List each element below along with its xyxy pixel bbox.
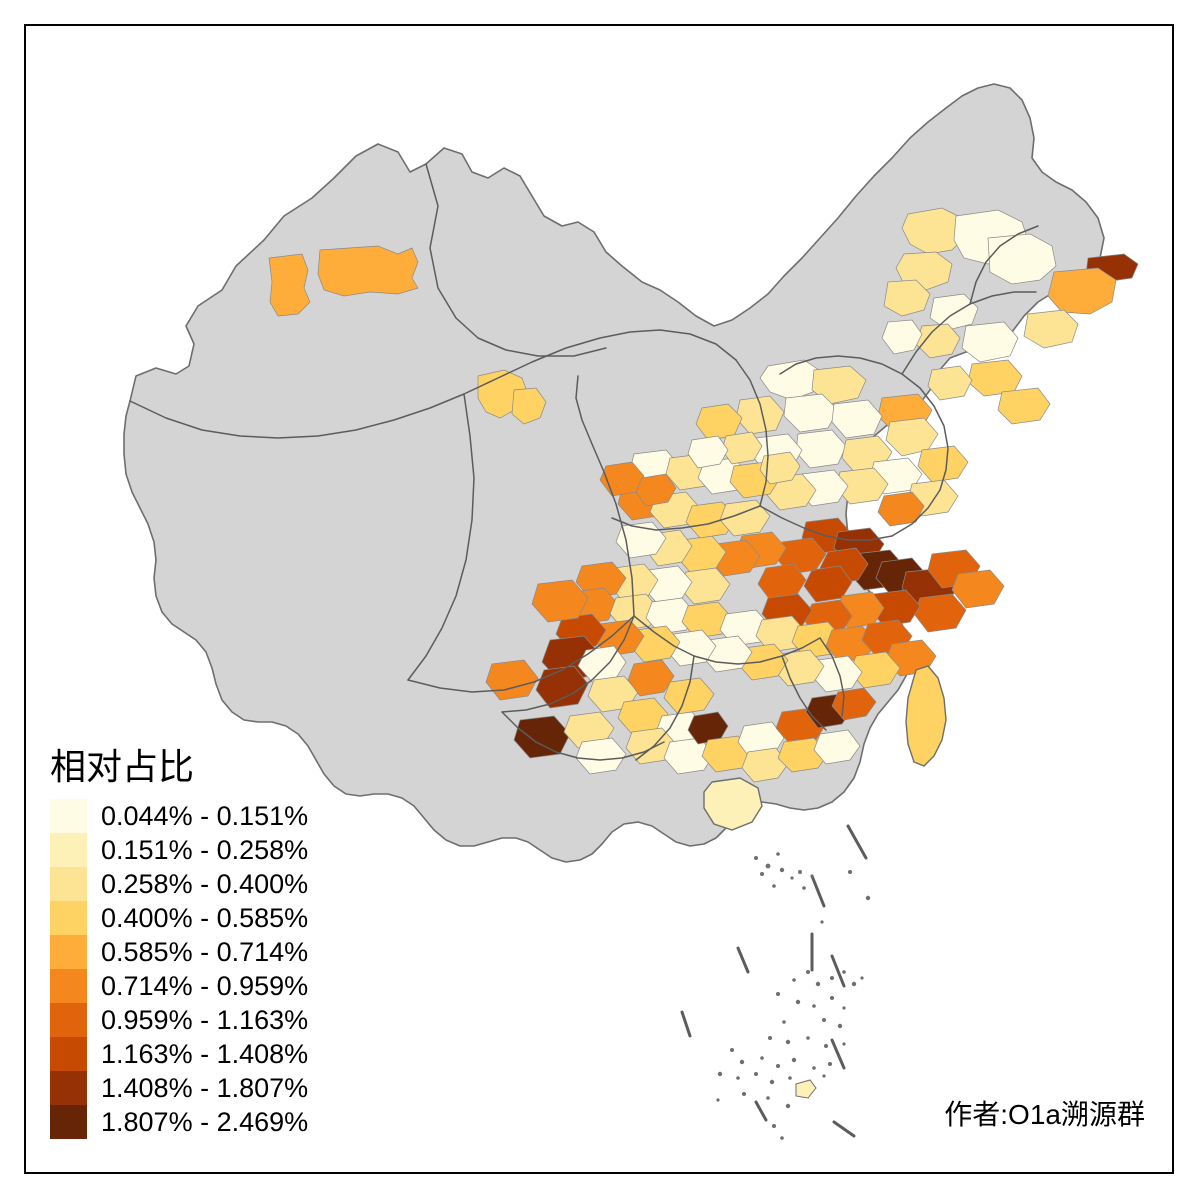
south-sea-islets: [716, 852, 871, 1140]
prefecture-patch: [268, 253, 311, 317]
prefecture-patch: [759, 359, 823, 401]
legend-item: 0.714% - 0.959%: [50, 969, 380, 1003]
prefecture-patch: [929, 293, 979, 331]
legend-item: 0.258% - 0.400%: [50, 867, 380, 901]
prefecture-patch: [531, 579, 589, 623]
legend-swatch: [50, 901, 87, 935]
legend-swatch: [50, 1037, 87, 1071]
prefecture-patch: [535, 665, 589, 709]
prefecture-patch: [927, 365, 973, 401]
prefecture-patch: [627, 659, 675, 697]
hainan-island: [703, 777, 763, 831]
legend-item: 1.408% - 1.807%: [50, 1071, 380, 1105]
legend-item: 0.585% - 0.714%: [50, 935, 380, 969]
legend-label: 1.408% - 1.807%: [101, 1073, 309, 1103]
legend-label: 0.714% - 0.959%: [101, 971, 309, 1001]
island-layer: [703, 665, 947, 831]
legend-item: 0.959% - 1.163%: [50, 1003, 380, 1037]
legend-label: 0.258% - 0.400%: [101, 869, 309, 899]
prefecture-patch: [575, 561, 627, 599]
prefecture-patch: [317, 245, 419, 297]
legend-item: 0.400% - 0.585%: [50, 901, 380, 935]
prefecture-patch: [951, 569, 1005, 609]
prefecture-patch: [687, 435, 729, 469]
legend: 相对占比 0.044% - 0.151% 0.151% - 0.258% 0.258…: [50, 745, 380, 1139]
legend-label: 0.959% - 1.163%: [101, 1005, 309, 1035]
legend-item: 0.151% - 0.258%: [50, 833, 380, 867]
prefecture-patch: [513, 715, 571, 759]
author-credit: 作者:O1a溯源群: [944, 1099, 1145, 1130]
prefecture-patch: [881, 319, 923, 355]
prefecture-patch: [615, 521, 667, 559]
prefecture-patch: [997, 387, 1051, 425]
legend-swatch: [50, 867, 87, 901]
prefecture-patch: [877, 491, 925, 527]
legend-swatch: [50, 799, 87, 833]
legend-swatch: [50, 1003, 87, 1037]
zhongsha-islet: [795, 1079, 817, 1099]
legend-label: 0.585% - 0.714%: [101, 937, 309, 967]
legend-rows: 0.044% - 0.151% 0.151% - 0.258% 0.258% - 0…: [50, 799, 380, 1139]
legend-swatch: [50, 969, 87, 1003]
legend-title: 相对占比: [50, 746, 195, 787]
prefecture-patch: [1047, 267, 1117, 315]
nine-dash-line: [680, 824, 868, 1138]
map-svg: [26, 26, 1172, 1172]
legend-swatch: [50, 1071, 87, 1105]
prefecture-patch: [883, 279, 931, 317]
china-choropleth-map: [26, 26, 1172, 1172]
taiwan-island: [905, 665, 947, 767]
prefecture-patch: [759, 451, 801, 485]
prefecture-patch: [987, 233, 1057, 285]
prefecture-patch: [831, 399, 883, 439]
prefecture-patch: [811, 365, 867, 405]
province-boundary-layer: [129, 163, 1039, 761]
prefecture-patch: [681, 601, 733, 639]
prefecture-patch: [1023, 309, 1079, 349]
legend-label: 1.163% - 1.408%: [101, 1039, 309, 1069]
prefecture-patch: [635, 473, 677, 507]
legend-label: 0.151% - 0.258%: [101, 835, 309, 865]
prefecture-patch: [813, 729, 861, 765]
prefecture-fill-layer: [268, 207, 1139, 783]
legend-label: 1.807% - 2.469%: [101, 1107, 309, 1137]
prefecture-patch: [645, 597, 697, 635]
legend-swatch: [50, 833, 87, 867]
legend-swatch: [50, 935, 87, 969]
legend-item: 1.807% - 2.469%: [50, 1105, 380, 1139]
prefecture-patch: [961, 321, 1019, 363]
prefecture-patch: [511, 387, 547, 425]
prefecture-patch: [901, 207, 967, 255]
prefecture-patch: [917, 445, 969, 483]
prefecture-patch: [783, 393, 839, 433]
prefecture-patch: [663, 677, 715, 715]
legend-swatch: [50, 1105, 87, 1139]
legend-label: 0.044% - 0.151%: [101, 801, 309, 831]
prefecture-patch: [741, 747, 789, 783]
legend-item: 0.044% - 0.151%: [50, 799, 380, 833]
legend-label: 0.400% - 0.585%: [101, 903, 309, 933]
legend-item: 1.163% - 1.408%: [50, 1037, 380, 1071]
